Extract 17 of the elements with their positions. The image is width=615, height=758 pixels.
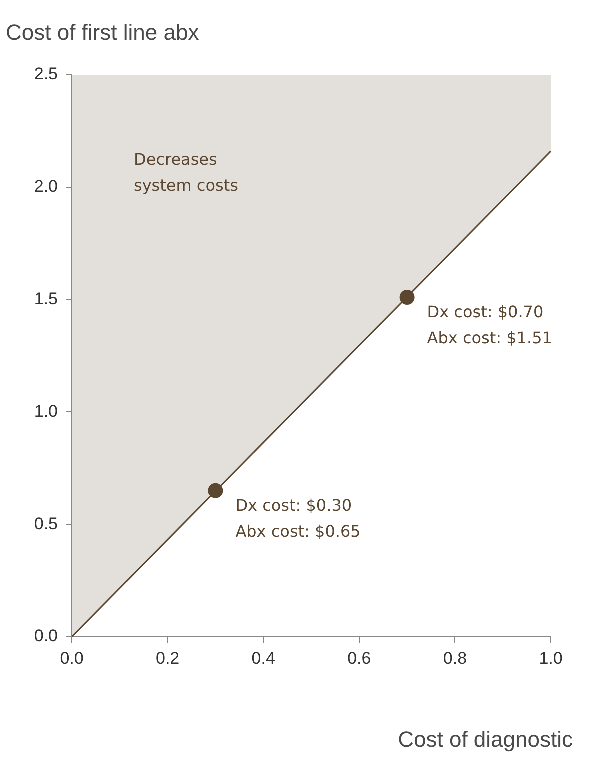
x-tick-label: 0.6 xyxy=(348,648,372,668)
y-tick-label: 0.5 xyxy=(34,514,58,534)
y-tick-label: 2.5 xyxy=(34,64,58,84)
annotation: Dx cost: $0.70 Abx cost: $1.51 xyxy=(427,302,552,348)
annotation: Dx cost: $0.30 Abx cost: $0.65 xyxy=(236,496,361,541)
y-axis-title: Cost of first line abx xyxy=(6,20,200,45)
y-tick-label: 2.0 xyxy=(34,177,58,196)
x-tick-label: 0.0 xyxy=(60,648,84,668)
x-tick-label: 0.8 xyxy=(443,648,468,668)
y-tick-label: 0.0 xyxy=(34,626,58,646)
x-tick-label: 0.4 xyxy=(252,648,276,668)
x-tick-label: 1.0 xyxy=(539,648,563,668)
y-tick-label: 1.5 xyxy=(34,289,58,308)
x-tick-label: 0.2 xyxy=(156,648,180,668)
annotation: Decreases system costs xyxy=(134,150,238,195)
x-axis-title: Cost of diagnostic xyxy=(398,727,573,752)
y-tick-label: 1.0 xyxy=(34,402,58,421)
